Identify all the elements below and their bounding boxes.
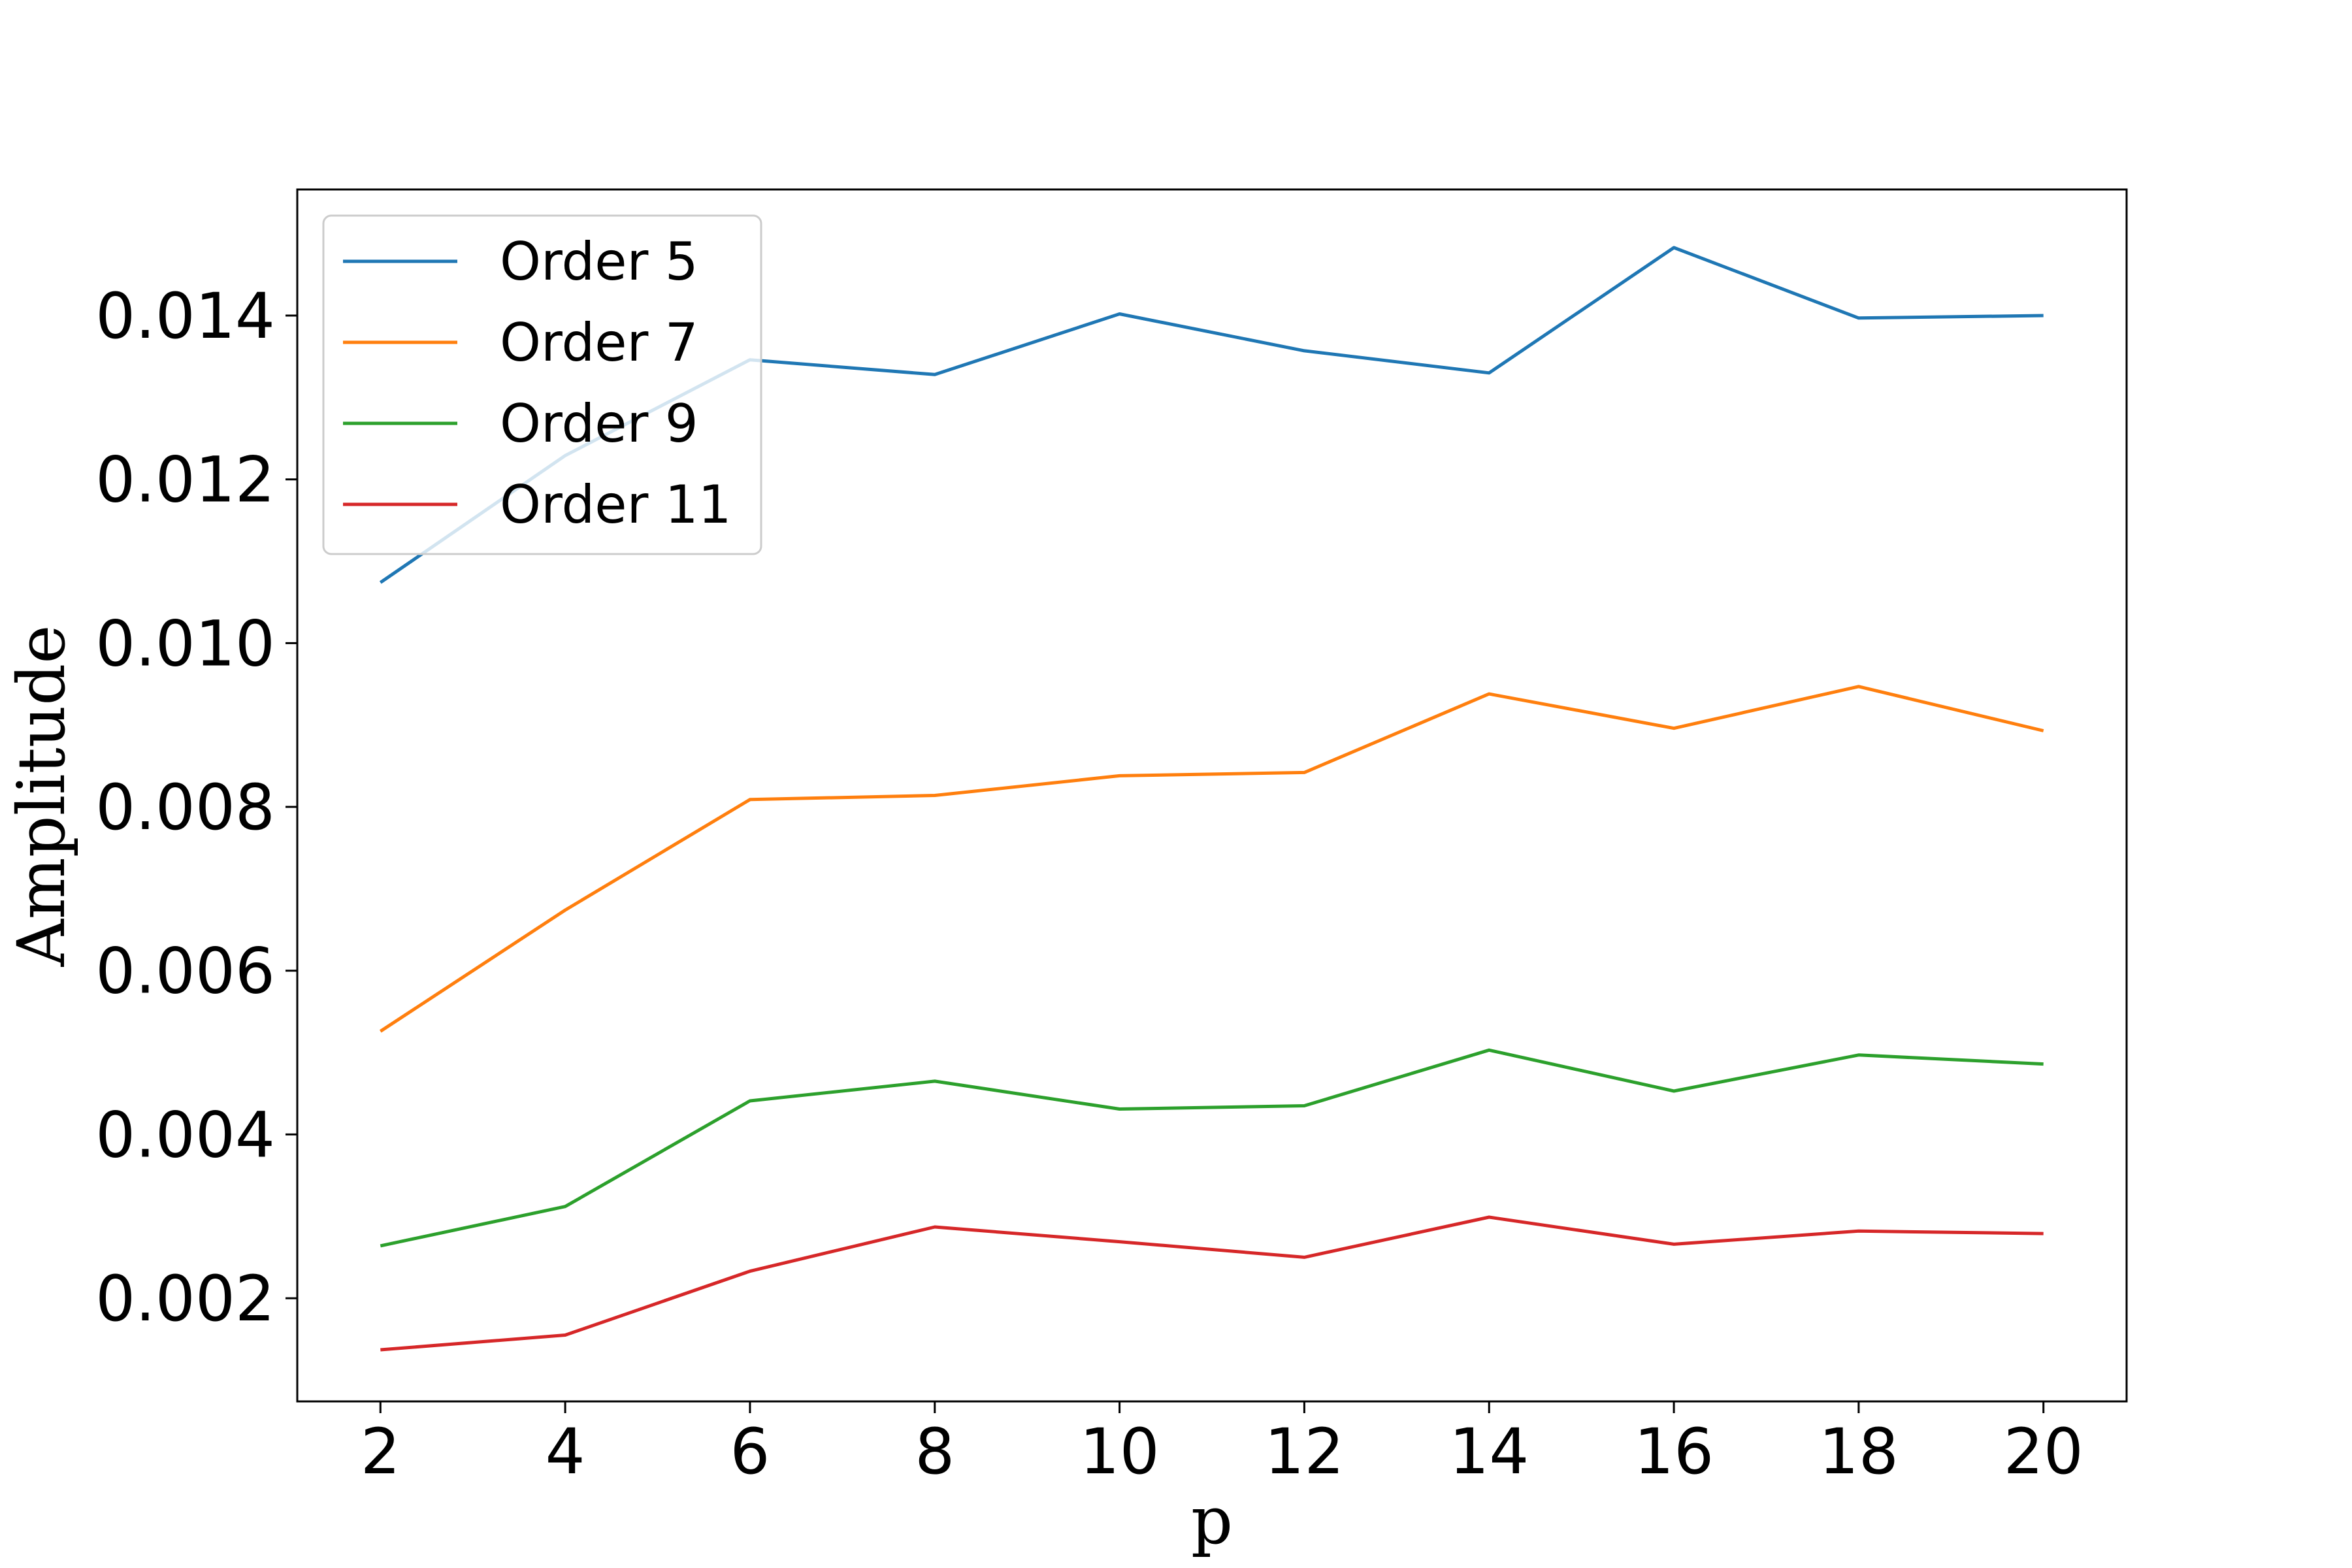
- legend-box: [322, 214, 762, 555]
- x-tick-label: 20: [2004, 1415, 2083, 1488]
- x-tick-label: 16: [1634, 1415, 1714, 1488]
- legend-label: Order 5: [500, 231, 698, 292]
- y-tick-label: 0.012: [95, 444, 275, 517]
- legend-label: Order 11: [500, 474, 732, 535]
- x-tick-label: 18: [1819, 1415, 1899, 1488]
- plot-frame: [296, 188, 2128, 1403]
- y-tick-label: 0.014: [95, 280, 275, 353]
- x-axis-label: p: [1191, 1482, 1233, 1559]
- series-line-order-11: [380, 1215, 2044, 1352]
- legend: Order 5 Order 7 Order 9 Order 11: [322, 214, 762, 555]
- y-tick-label: 0.008: [95, 771, 275, 844]
- x-tick-label: 12: [1264, 1415, 1344, 1488]
- legend-label: Order 9: [500, 393, 698, 454]
- series-line-order-7: [379, 685, 2044, 1033]
- y-tick-label: 0.006: [95, 935, 275, 1008]
- y-ticks: 0.002 0.004 0.006 0.008 0.010 0.012 0.014: [95, 280, 297, 1335]
- legend-label: Order 7: [500, 312, 698, 373]
- y-axis-label: Amplitude: [3, 625, 80, 968]
- x-tick-label: 8: [915, 1415, 955, 1488]
- y-tick-label: 0.010: [95, 607, 275, 680]
- x-tick-label: 14: [1449, 1415, 1529, 1488]
- x-tick-label: 10: [1080, 1415, 1160, 1488]
- series-line-order-9: [380, 1048, 2044, 1248]
- x-tick-label: 4: [546, 1415, 585, 1488]
- y-tick-label: 0.002: [95, 1262, 275, 1335]
- x-tick-label: 2: [361, 1415, 400, 1488]
- x-ticks: 2 4 6 8 10 12 14 16 18 20: [361, 1401, 2083, 1488]
- y-tick-label: 0.004: [95, 1098, 275, 1171]
- x-tick-label: 6: [730, 1415, 770, 1488]
